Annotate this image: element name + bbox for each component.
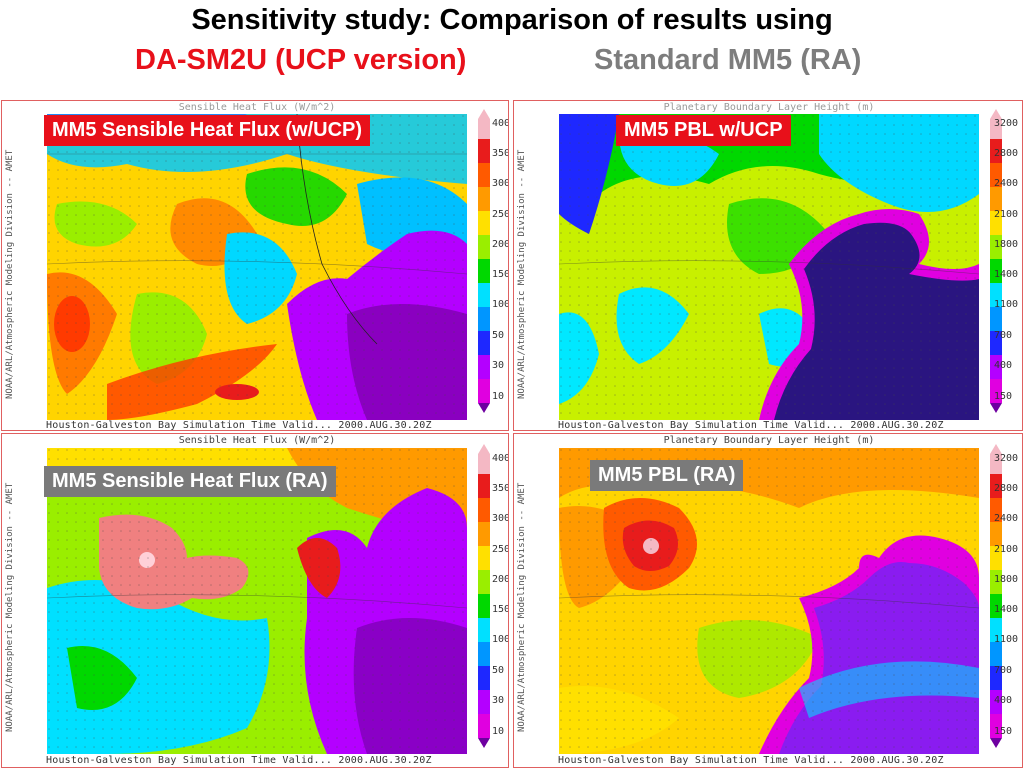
- panel-label: MM5 Sensible Heat Flux (w/UCP): [44, 115, 371, 146]
- plot-title: Planetary Boundary Layer Height (m): [663, 102, 875, 113]
- colorbar-tick: 1400: [994, 604, 1019, 615]
- colorbar: [478, 109, 490, 413]
- title-line2: DA-SM2U (UCP version) Standard MM5 (RA): [0, 44, 1024, 84]
- panel-footer: Houston-Galveston Bay Simulation Time Va…: [558, 755, 944, 766]
- pbl-ucp-map: [559, 114, 979, 420]
- plot-title: Planetary Boundary Layer Height (m): [663, 435, 875, 446]
- side-label: NOAA/ARL/Atmospheric Modeling Division -…: [517, 149, 527, 399]
- panel-pbl-ra: Planetary Boundary Layer Height (m) NOAA…: [513, 433, 1023, 768]
- panel-label: MM5 PBL (RA): [590, 460, 744, 491]
- panel-footer: Houston-Galveston Bay Simulation Time Va…: [558, 420, 944, 431]
- title-ucp-version: DA-SM2U (UCP version): [135, 44, 467, 76]
- colorbar-tick: 700: [994, 330, 1013, 341]
- colorbar-tick: 150: [492, 269, 509, 280]
- side-label: NOAA/ARL/Atmospheric Modeling Division -…: [5, 149, 15, 399]
- colorbar-tick: 150: [994, 391, 1013, 402]
- colorbar-tick: 2400: [994, 178, 1019, 189]
- colorbar-tick: 10: [492, 726, 505, 737]
- colorbar-tick: 200: [492, 574, 509, 585]
- colorbar-tick: 1400: [994, 269, 1019, 280]
- colorbar-tick: 1800: [994, 574, 1019, 585]
- plot-title: Sensible Heat Flux (W/m^2): [178, 102, 336, 113]
- colorbar-tick: 10: [492, 391, 505, 402]
- colorbar-tick: 350: [492, 148, 509, 159]
- colorbar-tick: 150: [492, 604, 509, 615]
- panel-label: MM5 Sensible Heat Flux (RA): [44, 466, 336, 497]
- colorbar-tick: 1800: [994, 239, 1019, 250]
- panel-heat-flux-ra: Sensible Heat Flux (W/m^2) NOAA/ARL/Atmo…: [1, 433, 509, 768]
- colorbar-tick: 250: [492, 544, 509, 555]
- colorbar-tick: 30: [492, 695, 505, 706]
- colorbar-tick: 2100: [994, 544, 1019, 555]
- colorbar-tick: 3200: [994, 118, 1019, 129]
- colorbar-tick: 100: [492, 634, 509, 645]
- colorbar-tick: 2100: [994, 209, 1019, 220]
- colorbar-tick: 50: [492, 665, 505, 676]
- colorbar-tick: 250: [492, 209, 509, 220]
- plot-title: Sensible Heat Flux (W/m^2): [178, 435, 336, 446]
- colorbar: [990, 109, 1002, 413]
- colorbar-tick: 100: [492, 299, 509, 310]
- colorbar-tick: 700: [994, 665, 1013, 676]
- colorbar-tick: 3200: [994, 453, 1019, 464]
- colorbar-tick: 2400: [994, 513, 1019, 524]
- panel-footer: Houston-Galveston Bay Simulation Time Va…: [46, 755, 432, 766]
- title-line1: Sensitivity study: Comparison of results…: [191, 4, 833, 36]
- colorbar-tick: 350: [492, 483, 509, 494]
- colorbar-tick: 400: [994, 360, 1013, 371]
- colorbar: [990, 444, 1002, 748]
- colorbar-tick: 300: [492, 513, 509, 524]
- pbl-ra-map: [559, 448, 979, 754]
- panel-footer: Houston-Galveston Bay Simulation Time Va…: [46, 420, 432, 431]
- side-label: NOAA/ARL/Atmospheric Modeling Division -…: [5, 482, 15, 732]
- colorbar-tick: 400: [492, 118, 509, 129]
- colorbar-tick: 50: [492, 330, 505, 341]
- colorbar-tick: 200: [492, 239, 509, 250]
- side-label: NOAA/ARL/Atmospheric Modeling Division -…: [517, 482, 527, 732]
- colorbar-tick: 150: [994, 726, 1013, 737]
- colorbar: [478, 444, 490, 748]
- panel-label: MM5 PBL w/UCP: [616, 115, 791, 146]
- title-standard-mm5: Standard MM5 (RA): [594, 44, 862, 76]
- colorbar-tick: 2800: [994, 148, 1019, 159]
- heat-flux-ra-map: [47, 448, 467, 754]
- colorbar-tick: 400: [492, 453, 509, 464]
- heat-flux-ucp-map: [47, 114, 467, 420]
- panel-pbl-ucp: Planetary Boundary Layer Height (m) NOAA…: [513, 100, 1023, 431]
- colorbar-tick: 1100: [994, 299, 1019, 310]
- panel-heat-flux-ucp: Sensible Heat Flux (W/m^2) NOAA/ARL/Atmo…: [1, 100, 509, 431]
- colorbar-tick: 30: [492, 360, 505, 371]
- colorbar-tick: 400: [994, 695, 1013, 706]
- colorbar-tick: 2800: [994, 483, 1019, 494]
- colorbar-tick: 1100: [994, 634, 1019, 645]
- colorbar-tick: 300: [492, 178, 509, 189]
